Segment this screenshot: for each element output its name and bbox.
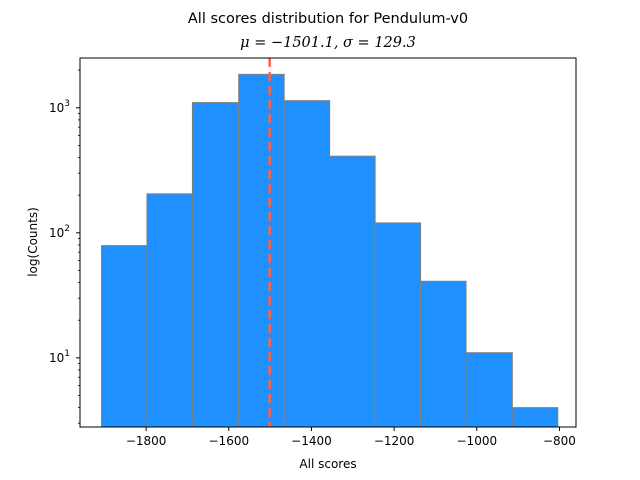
y-tick-label: 103 — [49, 99, 70, 115]
histogram-bar-7 — [374, 222, 422, 428]
x-tick-label: −1600 — [209, 434, 250, 448]
chart-title: All scores distribution for Pendulum-v0 — [188, 11, 468, 27]
y-axis-ticks: 101 102 103 — [49, 69, 80, 424]
histogram-bar-6 — [329, 155, 376, 428]
x-tick-label: −1200 — [374, 434, 415, 448]
histogram-bar-4 — [238, 73, 285, 428]
histogram-bar-5 — [283, 100, 331, 428]
y-tick-label: 101 — [49, 349, 70, 365]
histogram-bar-8 — [420, 280, 467, 428]
histogram-bars — [100, 73, 559, 428]
chart-subtitle: μ = −1501.1, σ = 129.3 — [240, 35, 416, 51]
histogram-bar-3 — [191, 102, 240, 428]
x-tick-label: −1800 — [126, 434, 167, 448]
histogram-bar-1 — [100, 245, 148, 428]
y-tick-label: 102 — [49, 224, 70, 240]
histogram-bar-10 — [511, 407, 559, 428]
y-axis-label: log(Counts) — [26, 207, 40, 277]
histogram-bar-2 — [146, 193, 193, 428]
x-tick-label: −1000 — [457, 434, 498, 448]
histogram-bar-9 — [465, 352, 513, 428]
x-tick-label: −1400 — [291, 434, 332, 448]
plot-area-frame — [79, 57, 577, 428]
x-tick-label: −800 — [543, 434, 576, 448]
x-axis-label: All scores — [299, 457, 356, 471]
x-axis-ticks: −1800 −1600 −1400 −1200 −1000 −800 — [126, 427, 576, 448]
